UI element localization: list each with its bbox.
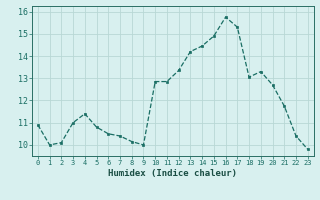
- X-axis label: Humidex (Indice chaleur): Humidex (Indice chaleur): [108, 169, 237, 178]
